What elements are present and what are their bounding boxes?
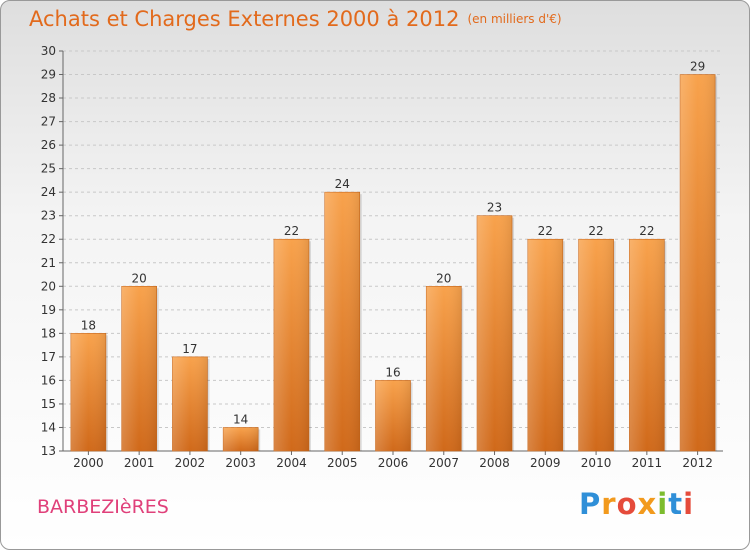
- x-tick-label: 2008: [479, 456, 510, 470]
- bar-value-label: 20: [132, 271, 147, 285]
- x-tick-label: 2001: [124, 456, 155, 470]
- bar-highlight: [477, 215, 513, 451]
- bar-value-label: 22: [588, 224, 603, 238]
- y-tick-label: 30: [41, 44, 56, 58]
- logo-letter: o: [616, 487, 638, 521]
- chart-subtitle: (en milliers d'€): [467, 12, 562, 26]
- chart-title-text: Achats et Charges Externes 2000 à 2012: [29, 7, 460, 31]
- bar-highlight: [375, 380, 411, 451]
- x-tick-label: 2012: [682, 456, 713, 470]
- x-tick-label: 2002: [175, 456, 206, 470]
- y-tick-label: 29: [41, 68, 56, 82]
- bar-value-label: 22: [538, 224, 553, 238]
- x-tick-label: 2006: [378, 456, 409, 470]
- y-tick-label: 22: [41, 232, 56, 246]
- bar-highlight: [527, 239, 563, 451]
- logo-letter: i: [683, 487, 695, 521]
- y-tick-label: 17: [41, 350, 56, 364]
- x-tick-label: 2011: [632, 456, 663, 470]
- x-tick-label: 2003: [225, 456, 256, 470]
- bar-value-label: 22: [284, 224, 299, 238]
- y-tick-label: 26: [41, 138, 56, 152]
- bar-value-label: 18: [81, 318, 96, 332]
- y-tick-label: 25: [41, 162, 56, 176]
- bar-highlight: [273, 239, 309, 451]
- x-tick-label: 2010: [581, 456, 612, 470]
- x-tick-label: 2007: [428, 456, 459, 470]
- y-tick-label: 13: [41, 444, 56, 458]
- bar-highlight: [172, 356, 208, 451]
- bar-value-label: 20: [436, 271, 451, 285]
- bar-layer: [70, 74, 718, 452]
- bar-value-label: 22: [639, 224, 654, 238]
- bar-value-label: 14: [233, 412, 248, 426]
- bar-value-label: 23: [487, 201, 502, 215]
- x-tick-label: 2000: [73, 456, 104, 470]
- location-name: BARBEZIèRES: [37, 496, 169, 518]
- bar-highlight: [680, 74, 716, 451]
- bar-highlight: [324, 192, 360, 452]
- logo-letter: x: [637, 487, 658, 521]
- x-tick-label: 2004: [276, 456, 307, 470]
- y-tick-label: 27: [41, 115, 56, 129]
- y-tick-label: 20: [41, 279, 56, 293]
- y-tick-label: 14: [41, 420, 56, 434]
- bar-highlight: [121, 286, 157, 451]
- y-tick-label: 24: [41, 185, 56, 199]
- bar-value-label: 24: [335, 177, 350, 191]
- bar-highlight: [629, 239, 665, 451]
- x-tick-label: 2009: [530, 456, 561, 470]
- proxiti-logo: Proxiti: [579, 487, 694, 521]
- logo-letter: i: [657, 487, 669, 521]
- y-tick-label: 19: [41, 303, 56, 317]
- bar-value-label: 29: [690, 60, 705, 74]
- x-tick-label: 2005: [327, 456, 358, 470]
- bar-highlight: [578, 239, 614, 451]
- y-tick-label: 16: [41, 373, 56, 387]
- y-tick-label: 23: [41, 209, 56, 223]
- bar-value-label: 16: [385, 365, 400, 379]
- bar-highlight: [426, 286, 462, 451]
- y-tick-label: 15: [41, 397, 56, 411]
- bar-highlight: [223, 427, 259, 451]
- y-tick-label: 21: [41, 256, 56, 270]
- logo-letter: r: [601, 487, 617, 521]
- logo-letter: t: [668, 487, 684, 521]
- label-layer: 13 14 15 16 17 18 19 20 21 22 23 24 25 26 27 28 29 30 18 20…: [41, 44, 713, 470]
- bar-value-label: 17: [182, 342, 197, 356]
- logo-letter: P: [579, 487, 602, 521]
- bar-highlight: [70, 333, 106, 451]
- y-tick-label: 28: [41, 91, 56, 105]
- chart-title: Achats et Charges Externes 2000 à 2012 (e…: [29, 7, 562, 31]
- y-tick-label: 18: [41, 326, 56, 340]
